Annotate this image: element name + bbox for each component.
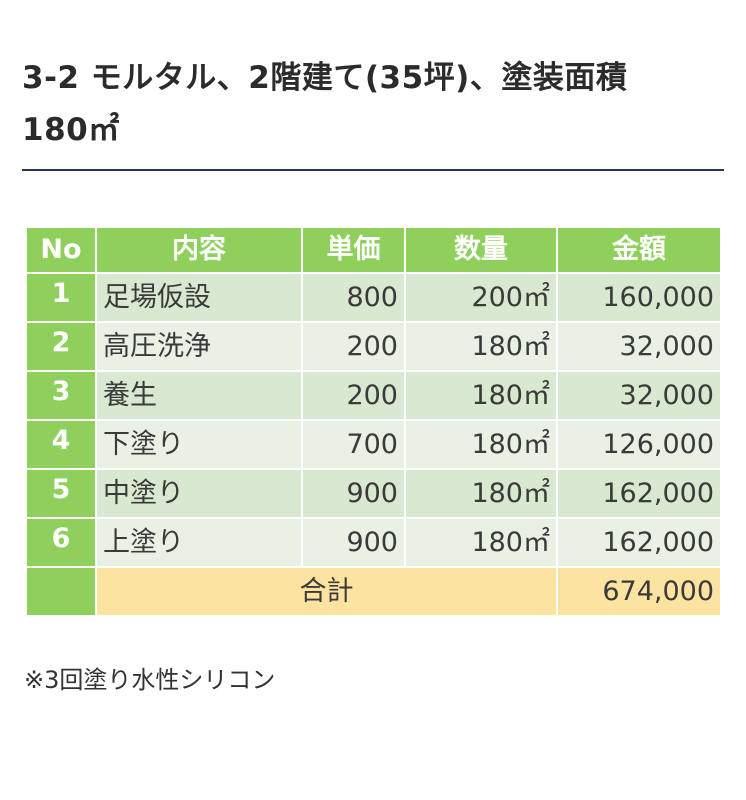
row-no: 6 — [25, 517, 97, 568]
estimate-table: No 内容 単価 数量 金額 1 足場仮設 800 200㎡ 160,000 2… — [25, 226, 722, 617]
row-amount: 162,000 — [556, 517, 722, 568]
row-unit-price: 900 — [301, 517, 406, 568]
row-item: 下塗り — [95, 419, 303, 470]
title-divider — [22, 169, 724, 171]
header-row: No 内容 単価 数量 金額 — [25, 226, 722, 274]
table-row: 6 上塗り 900 180㎡ 162,000 — [25, 517, 722, 568]
row-quantity: 180㎡ — [404, 517, 558, 568]
row-amount: 32,000 — [556, 321, 722, 372]
page-title-line-2: 180㎡ — [22, 112, 120, 148]
row-amount: 162,000 — [556, 468, 722, 519]
table-row: 2 高圧洗浄 200 180㎡ 32,000 — [25, 321, 722, 372]
row-amount: 126,000 — [556, 419, 722, 470]
row-item: 高圧洗浄 — [95, 321, 303, 372]
header-unit-price: 単価 — [301, 226, 406, 274]
row-quantity: 180㎡ — [404, 321, 558, 372]
row-quantity: 200㎡ — [404, 272, 558, 323]
total-row: 合計 674,000 — [25, 566, 722, 617]
row-amount: 160,000 — [556, 272, 722, 323]
page-title-line-1: 3-2 モルタル、2階建て(35坪)、塗装面積 — [22, 60, 628, 96]
total-amount: 674,000 — [556, 566, 722, 617]
row-amount: 32,000 — [556, 370, 722, 421]
total-label: 合計 — [95, 566, 558, 617]
header-no: No — [25, 226, 97, 274]
row-quantity: 180㎡ — [404, 419, 558, 470]
table-row: 4 下塗り 700 180㎡ 126,000 — [25, 419, 722, 470]
table-row: 3 養生 200 180㎡ 32,000 — [25, 370, 722, 421]
row-item: 養生 — [95, 370, 303, 421]
header-item: 内容 — [95, 226, 303, 274]
row-item: 上塗り — [95, 517, 303, 568]
row-unit-price: 700 — [301, 419, 406, 470]
row-item: 足場仮設 — [95, 272, 303, 323]
row-unit-price: 900 — [301, 468, 406, 519]
row-no: 5 — [25, 468, 97, 519]
row-quantity: 180㎡ — [404, 370, 558, 421]
row-no: 3 — [25, 370, 97, 421]
header-amount: 金額 — [556, 226, 722, 274]
estimate-table-body: 1 足場仮設 800 200㎡ 160,000 2 高圧洗浄 200 180㎡ … — [25, 272, 722, 617]
total-row-spacer — [25, 566, 97, 617]
estimate-table-header: No 内容 単価 数量 金額 — [25, 226, 722, 274]
row-no: 4 — [25, 419, 97, 470]
table-row: 1 足場仮設 800 200㎡ 160,000 — [25, 272, 722, 323]
row-unit-price: 800 — [301, 272, 406, 323]
row-unit-price: 200 — [301, 370, 406, 421]
row-no: 2 — [25, 321, 97, 372]
header-quantity: 数量 — [404, 226, 558, 274]
row-no: 1 — [25, 272, 97, 323]
table-row: 5 中塗り 900 180㎡ 162,000 — [25, 468, 722, 519]
page-title: 3-2 モルタル、2階建て(35坪)、塗装面積 180㎡ — [22, 52, 722, 156]
row-unit-price: 200 — [301, 321, 406, 372]
row-quantity: 180㎡ — [404, 468, 558, 519]
paint-note: ※3回塗り水性シリコン — [24, 666, 276, 694]
row-item: 中塗り — [95, 468, 303, 519]
